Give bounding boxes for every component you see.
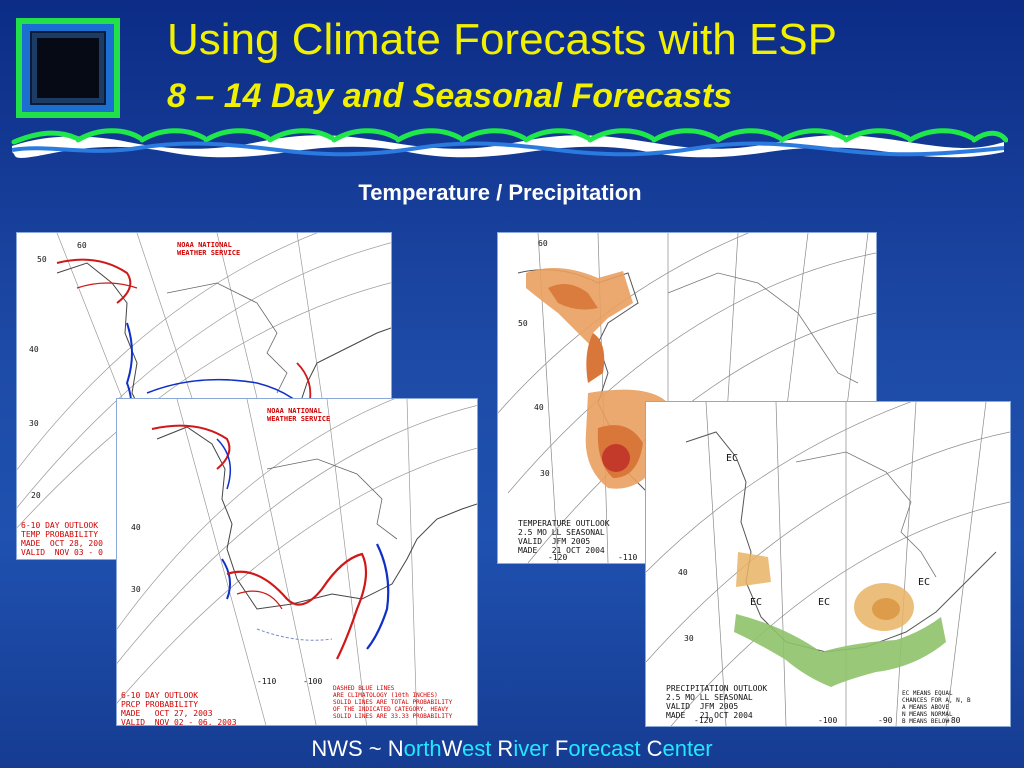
temp-6-10-caption: 6-10 DAY OUTLOOK TEMP PROBABILITY MADE O… (21, 521, 103, 557)
temp-6-10-lat-20: 20 (31, 491, 41, 500)
prcp-6-10-lat-30: 30 (131, 585, 141, 594)
prcp-seasonal-long-100: -100 (818, 716, 838, 725)
temp-6-10-lat-40: 40 (29, 345, 39, 354)
prcp-6-10-day-map: NOAA NATIONAL WEATHER SERVICE 6-10 DAY O… (116, 398, 478, 726)
temp-seasonal-long-120: -120 (548, 553, 568, 562)
prcp-seasonal-map: EC EC EC EC 40 30 PRECIPITATION OUTLOOK … (645, 401, 1011, 727)
temp-seasonal-lat-30: 30 (540, 469, 550, 478)
footer-f: F (548, 736, 569, 761)
footer-r: R (491, 736, 514, 761)
footer-orth: orth (403, 736, 442, 761)
footer-n: N (387, 736, 404, 761)
prcp-6-10-lat-40: 40 (131, 523, 141, 532)
nwrfc-logo (16, 18, 120, 118)
prcp-6-10-agency: NOAA NATIONAL WEATHER SERVICE (267, 407, 331, 423)
prcp-seasonal-map-graphic (646, 402, 1010, 726)
prcp-seasonal-long-90: -90 (878, 716, 893, 725)
section-heading: Temperature / Precipitation (358, 180, 642, 205)
prcp-seasonal-ec-label: EC (726, 453, 739, 464)
temp-6-10-lat-30: 30 (29, 419, 39, 428)
temp-6-10-lat-50: 50 (37, 255, 47, 264)
temp-6-10-long-60: 60 (77, 241, 87, 250)
prcp-seasonal-ec-label-4: EC (918, 577, 931, 588)
footer-w: W (441, 736, 462, 761)
logo-image (37, 38, 99, 98)
temp-seasonal-long-110: -110 (618, 553, 638, 562)
temp-6-10-agency: NOAA NATIONAL WEATHER SERVICE (177, 241, 241, 257)
prcp-6-10-caption: 6-10 DAY OUTLOOK PRCP PROBABILITY MADE O… (121, 691, 237, 726)
footer-prefix: NWS ~ (311, 736, 388, 761)
prcp-6-10-long-110: -110 (257, 677, 277, 686)
prcp-seasonal-caption: PRECIPITATION OUTLOOK 2.5 MO LL SEASONAL… (666, 684, 768, 720)
prcp-seasonal-long-120: -120 (694, 716, 714, 725)
temp-seasonal-lat-60: 60 (538, 239, 548, 248)
prcp-seasonal-ec-label-3: EC (818, 597, 831, 608)
wave-divider (11, 128, 1008, 158)
prcp-6-10-note: DASHED BLUE LINES ARE CLIMATOLOGY (10th … (333, 685, 453, 720)
slide-title: Using Climate Forecasts with ESP (167, 15, 837, 64)
footer-enter: enter (662, 736, 713, 761)
prcp-seasonal-lat-30: 30 (684, 634, 694, 643)
prcp-seasonal-long-80: -80 (946, 716, 961, 725)
prcp-6-10-long-100: -100 (303, 677, 323, 686)
footer-nwrfc: NWS ~ NorthWest River Forecast Center (0, 736, 1024, 762)
temp-seasonal-lat-50: 50 (518, 319, 528, 328)
prcp-seasonal-ec-label-2: EC (750, 597, 763, 608)
temp-seasonal-caption: TEMPERATURE OUTLOOK 2.5 MO LL SEASONAL V… (518, 519, 610, 555)
logo-frame (30, 31, 106, 105)
temp-6-10-map-graphic (17, 233, 391, 559)
prcp-6-10-map-graphic (117, 399, 477, 725)
prcp-seasonal-lat-40: 40 (678, 568, 688, 577)
footer-c: C (640, 736, 663, 761)
footer-iver: iver (513, 736, 549, 761)
temp-seasonal-lat-40: 40 (534, 403, 544, 412)
prcp-seasonal-legend: EC MEANS EQUAL CHANCES FOR A, N, B A MEA… (902, 690, 971, 725)
footer-orecast: orecast (568, 736, 641, 761)
footer-est: est (461, 736, 492, 761)
slide-subtitle: 8 – 14 Day and Seasonal Forecasts (167, 77, 733, 115)
